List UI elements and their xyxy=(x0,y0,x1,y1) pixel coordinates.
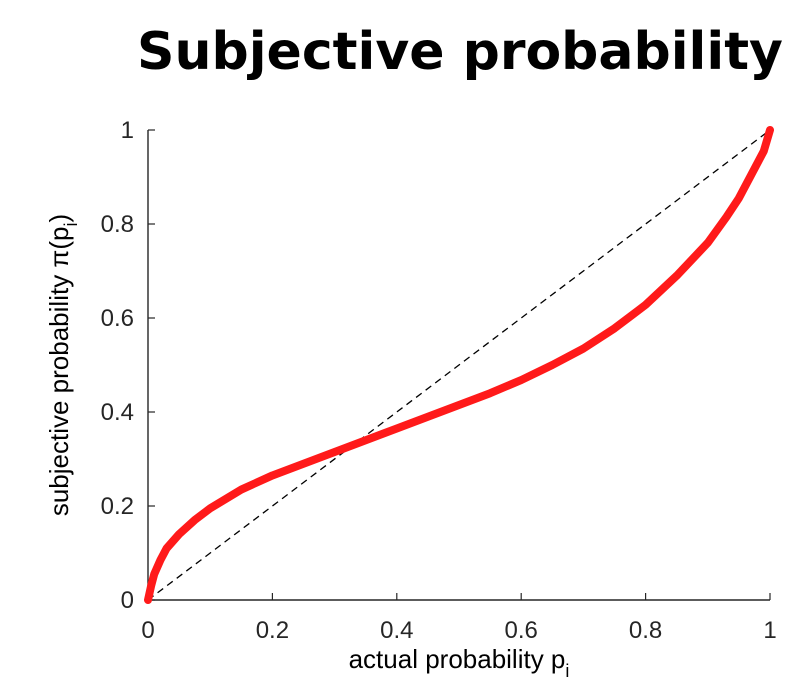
x-tick-label: 1 xyxy=(763,617,776,644)
page-title: Subjective probability xyxy=(137,22,783,82)
weighting-curve xyxy=(144,126,774,604)
y-tick-label: 1 xyxy=(121,117,134,144)
x-tick-label: 0.4 xyxy=(380,617,413,644)
y-tick-label: 0.4 xyxy=(101,399,134,426)
x-axis-label: actual probability pi xyxy=(349,644,570,681)
x-axis-label-subscript: i xyxy=(565,661,569,681)
x-tick-label: 0 xyxy=(141,617,154,644)
x-tick-label: 0.2 xyxy=(256,617,289,644)
y-tick-label: 0.6 xyxy=(101,305,134,332)
diagonal-reference-line xyxy=(147,129,771,601)
x-tick-label: 0.6 xyxy=(505,617,538,644)
y-axis-label-subscript: i xyxy=(61,223,81,227)
y-tick-label: 0.8 xyxy=(101,211,134,238)
ticks: 0 0.2 0.4 0.6 0.8 1 0 0.2 0.4 0.6 0.8 1 xyxy=(101,117,777,644)
axes xyxy=(147,130,770,601)
y-axis-label: subjective probability π(pi) xyxy=(44,214,81,516)
series-layer xyxy=(144,126,774,604)
y-tick-label: 0.2 xyxy=(101,493,134,520)
x-tick-label: 0.8 xyxy=(629,617,662,644)
y-tick-label: 0 xyxy=(121,587,134,614)
